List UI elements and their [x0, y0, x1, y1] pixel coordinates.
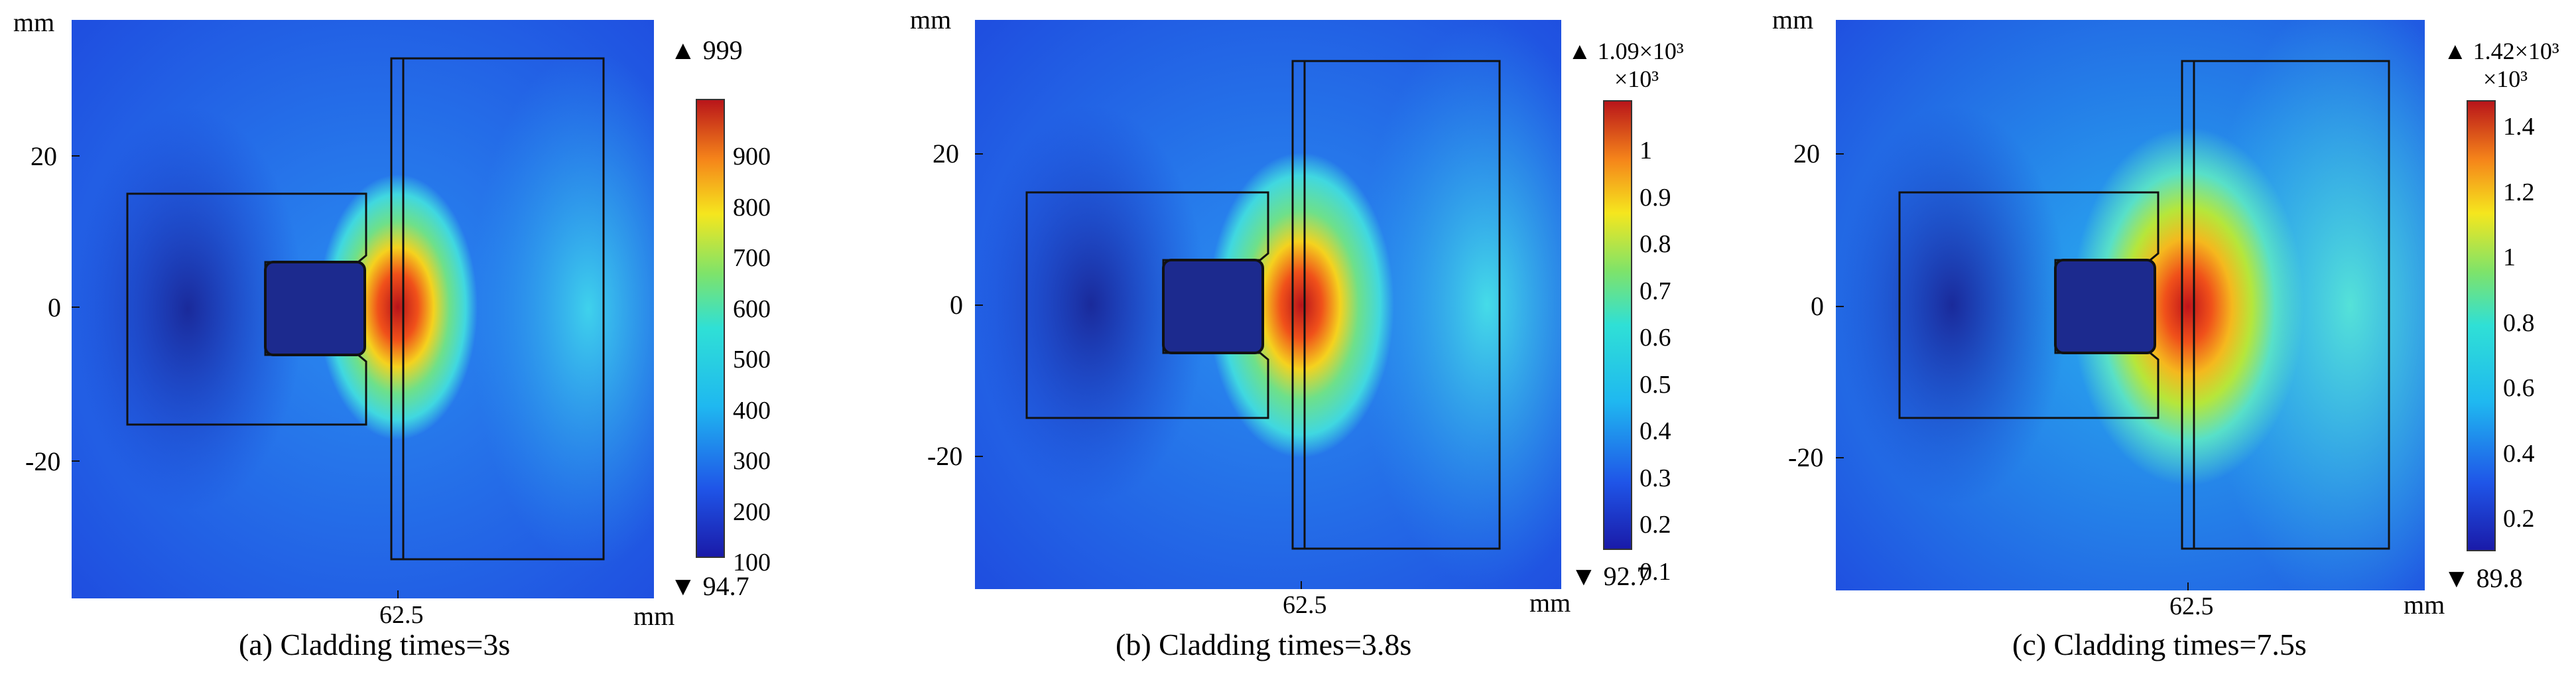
x-tick-label-c: 62.5 — [2169, 592, 2214, 620]
colorbar-multiplier-b: ×10³ — [1614, 66, 1659, 92]
inner-slot-a — [264, 261, 366, 356]
x-unit-b: mm — [1529, 588, 1571, 618]
cbar-tick-b-7: 0.3 — [1640, 464, 1671, 492]
y-unit-c: mm — [1772, 5, 1814, 34]
colorbar-ticks-c: 1.4 1.2 1 0.8 0.6 0.4 0.2 — [2503, 94, 2535, 552]
y-tick-label-neg20-b: -20 — [927, 441, 963, 471]
cbar-tick-b-1: 0.9 — [1640, 183, 1671, 212]
panel-b: mm 20 0 -20 62.5 mm ▲ 1.09×10³ ×10³ ▼ 92… — [858, 0, 1720, 676]
cbar-tick-b-2: 0.8 — [1640, 230, 1671, 258]
inner-slot-c — [2054, 259, 2156, 354]
heatmap-a-svg — [72, 20, 725, 598]
y-tick-label-neg20-a: -20 — [25, 446, 61, 476]
colorbar-a — [696, 99, 725, 558]
colorbar-max-b: ▲ 1.09×10³ — [1568, 38, 1684, 64]
hot-spot-c — [2072, 127, 2304, 486]
y-tick-label-neg20-c: -20 — [1788, 442, 1824, 472]
cbar-tick-c-5: 0.4 — [2503, 439, 2535, 468]
heatmap-c-svg — [1836, 20, 2496, 590]
left-block-outline-b — [1025, 191, 1269, 419]
inner-slot-b — [1162, 259, 1264, 354]
cbar-tick-c-3: 0.8 — [2503, 308, 2535, 337]
hot-spot-b — [1208, 153, 1394, 458]
y-tick-label-20-a: 20 — [31, 141, 57, 171]
left-block-outline-a — [126, 192, 367, 426]
colorbar-b — [1603, 100, 1632, 550]
cbar-tick-b-5: 0.5 — [1640, 370, 1671, 399]
caption-c: (c) Cladding times=7.5s — [2012, 628, 2307, 661]
cbar-tick-b-3: 0.7 — [1640, 277, 1671, 305]
y-unit-b: mm — [910, 5, 952, 34]
left-block-outline-c — [1898, 191, 2159, 419]
colorbar-min-c: ▼ 89.8 — [2443, 563, 2523, 593]
hot-spot-a — [318, 174, 478, 440]
colorbar-min-a: ▼ 94.7 — [670, 571, 749, 601]
x-tick-label-a: 62.5 — [379, 601, 424, 629]
cbar-tick-a-3: 600 — [733, 295, 771, 323]
cbar-tick-a-2: 700 — [733, 244, 771, 272]
cbar-tick-a-0: 900 — [733, 143, 771, 170]
panel-c: mm 20 0 -20 62.5 mm ▲ 1.42×10³ ×10³ ▼ 89… — [1720, 0, 2576, 676]
colorbar-max-c: ▲ 1.42×10³ — [2443, 38, 2559, 64]
cbar-tick-b-6: 0.4 — [1640, 417, 1671, 445]
y-tick-label-0-b: 0 — [950, 290, 963, 320]
heatmap-b-svg — [975, 20, 1632, 589]
cbar-tick-c-0: 1.4 — [2503, 113, 2535, 141]
panel-a: mm 20 0 -20 62.5 mm ▲ 999 ▼ 94.7 900 800… — [0, 0, 858, 676]
y-unit-a: mm — [13, 7, 55, 37]
cbar-tick-a-5: 400 — [733, 396, 771, 425]
cbar-tick-b-0: 1 — [1640, 137, 1652, 165]
right-block-outline-c — [2193, 60, 2390, 550]
y-tick-label-0-a: 0 — [48, 293, 61, 322]
y-tick-label-20-b: 20 — [933, 139, 959, 169]
cbar-tick-a-7: 200 — [733, 498, 771, 526]
cbar-tick-b-8: 0.2 — [1640, 511, 1671, 539]
caption-a: (a) Cladding times=3s — [239, 628, 511, 661]
cbar-tick-c-1: 1.2 — [2503, 178, 2535, 206]
colorbar-max-a: ▲ 999 — [670, 35, 743, 65]
cbar-tick-b-4: 0.6 — [1640, 324, 1671, 352]
cbar-tick-b-9: 0.1 — [1640, 557, 1671, 586]
cbar-tick-c-6: 0.2 — [2503, 505, 2535, 533]
colorbar-ticks-a: 900 800 700 600 500 400 300 200 100 — [733, 131, 771, 588]
cbar-tick-a-4: 500 — [733, 346, 771, 373]
right-block-outline-b — [1303, 60, 1501, 550]
colorbar-ticks-b: 1 0.9 0.8 0.7 0.6 0.5 0.4 0.3 0.2 0.1 — [1640, 127, 1671, 595]
colorbar-multiplier-c: ×10³ — [2483, 66, 2528, 92]
x-unit-c: mm — [2404, 590, 2445, 620]
x-tick-label-b: 62.5 — [1283, 591, 1327, 619]
colorbar-c — [2467, 100, 2496, 551]
x-unit-a: mm — [633, 601, 675, 631]
cbar-tick-c-2: 1 — [2503, 243, 2516, 271]
y-tick-label-20-c: 20 — [1793, 139, 1820, 169]
right-block-outline-a — [402, 57, 605, 561]
cbar-tick-a-1: 800 — [733, 193, 771, 222]
cbar-tick-a-6: 300 — [733, 447, 771, 475]
cbar-tick-a-8: 100 — [733, 549, 771, 576]
y-tick-label-0-c: 0 — [1811, 291, 1824, 321]
colorbar-min-b: ▼ 92.7 — [1571, 561, 1650, 591]
cbar-tick-c-4: 0.6 — [2503, 374, 2535, 402]
caption-b: (b) Cladding times=3.8s — [1116, 628, 1412, 661]
